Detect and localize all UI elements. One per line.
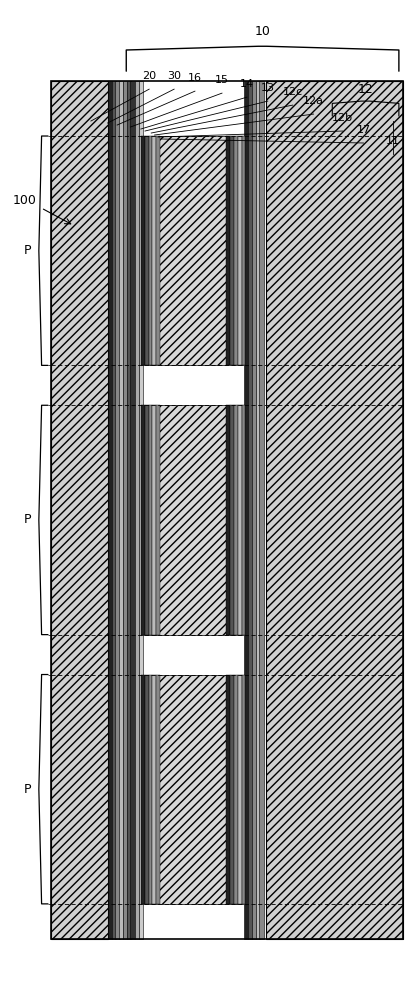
Bar — [244, 81, 248, 939]
Bar — [156, 405, 160, 635]
Bar — [141, 675, 243, 904]
Text: 12a: 12a — [303, 96, 324, 106]
Bar — [241, 675, 245, 904]
Text: 16: 16 — [188, 73, 202, 83]
Text: 12: 12 — [358, 83, 373, 96]
Bar — [238, 675, 241, 904]
Bar — [139, 81, 143, 939]
Text: 100: 100 — [12, 194, 36, 207]
Bar — [252, 81, 256, 939]
Bar — [149, 675, 153, 904]
Bar — [241, 136, 245, 365]
Bar — [156, 136, 160, 365]
Text: 12c: 12c — [283, 87, 303, 97]
Text: 15: 15 — [215, 75, 229, 85]
Bar — [234, 405, 238, 635]
Text: 20: 20 — [142, 71, 156, 81]
Bar — [123, 81, 127, 939]
Bar — [134, 81, 139, 939]
Bar — [230, 405, 234, 635]
Bar — [234, 136, 238, 365]
Bar — [226, 405, 230, 635]
Bar — [238, 136, 241, 365]
Bar — [145, 136, 149, 365]
Bar — [149, 136, 153, 365]
Text: 30: 30 — [167, 71, 181, 81]
Bar — [230, 675, 234, 904]
Bar — [145, 405, 149, 635]
Bar — [130, 81, 134, 939]
Bar — [153, 675, 156, 904]
Bar — [259, 81, 264, 939]
Bar — [238, 405, 241, 635]
Text: 13: 13 — [261, 83, 275, 93]
Bar — [248, 81, 252, 939]
Text: 17: 17 — [357, 125, 370, 135]
Bar — [127, 81, 131, 939]
Bar — [266, 81, 403, 939]
Bar — [52, 81, 403, 939]
Bar — [241, 405, 245, 635]
Bar — [141, 675, 145, 904]
Text: P: P — [23, 244, 31, 257]
Bar — [141, 136, 243, 365]
Bar — [149, 405, 153, 635]
Text: 14: 14 — [240, 79, 254, 89]
Bar — [119, 81, 123, 939]
Text: P: P — [23, 513, 31, 526]
Bar — [52, 81, 108, 939]
Bar — [141, 136, 145, 365]
Bar — [141, 405, 243, 635]
Bar — [108, 81, 112, 939]
Bar — [234, 675, 238, 904]
Bar — [141, 405, 145, 635]
Bar — [226, 675, 230, 904]
Bar — [156, 675, 160, 904]
Bar — [226, 136, 230, 365]
Bar — [230, 136, 234, 365]
Text: 11: 11 — [385, 136, 400, 146]
Text: P: P — [23, 783, 31, 796]
Text: 10: 10 — [255, 25, 271, 38]
Bar — [153, 405, 156, 635]
Bar — [256, 81, 260, 939]
Bar — [112, 81, 116, 939]
Bar — [115, 81, 119, 939]
Text: 12b: 12b — [332, 113, 353, 123]
Bar — [145, 675, 149, 904]
Bar — [153, 136, 156, 365]
